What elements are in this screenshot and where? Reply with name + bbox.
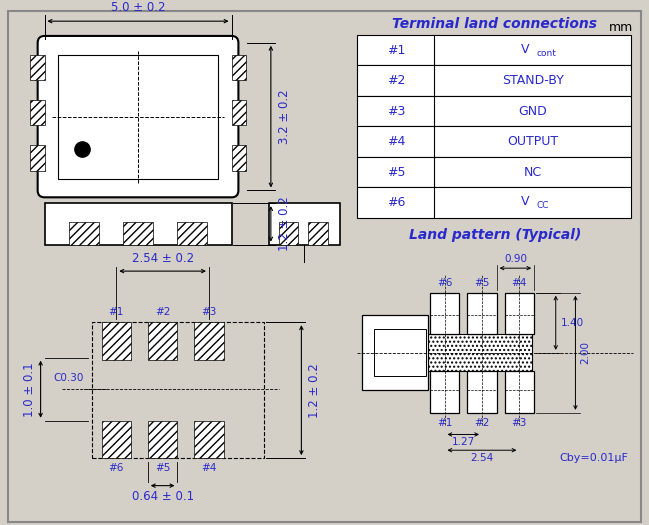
Bar bbox=[358, 157, 631, 187]
Text: 1.0 ± 0.1: 1.0 ± 0.1 bbox=[23, 362, 36, 416]
Bar bbox=[177, 222, 207, 245]
Bar bbox=[269, 203, 340, 245]
Text: #3: #3 bbox=[201, 307, 217, 318]
Text: NC: NC bbox=[524, 166, 542, 179]
Bar bbox=[69, 222, 99, 245]
Text: CC: CC bbox=[537, 201, 549, 210]
Bar bbox=[467, 372, 496, 413]
Bar bbox=[430, 293, 459, 334]
Text: 1.2 ± 0.2: 1.2 ± 0.2 bbox=[278, 196, 291, 251]
Text: 2.54 ± 0.2: 2.54 ± 0.2 bbox=[132, 252, 193, 265]
Text: cont: cont bbox=[537, 49, 556, 58]
Text: #4: #4 bbox=[511, 278, 527, 288]
Text: Land pattern (Typical): Land pattern (Typical) bbox=[409, 228, 582, 242]
FancyBboxPatch shape bbox=[38, 36, 238, 197]
Bar bbox=[232, 145, 246, 171]
Bar bbox=[504, 372, 534, 413]
Text: #4: #4 bbox=[201, 463, 217, 473]
Bar bbox=[358, 187, 631, 218]
Bar bbox=[148, 322, 177, 360]
Text: #5: #5 bbox=[474, 278, 489, 288]
Text: #2: #2 bbox=[474, 418, 489, 428]
Bar bbox=[148, 421, 177, 458]
Text: OUTPUT: OUTPUT bbox=[507, 135, 558, 148]
Text: 3.2 ± 0.2: 3.2 ± 0.2 bbox=[278, 89, 291, 144]
Bar bbox=[58, 55, 217, 178]
Bar bbox=[30, 100, 45, 125]
Bar bbox=[358, 35, 631, 66]
Text: #1: #1 bbox=[437, 418, 452, 428]
Bar bbox=[30, 145, 45, 171]
Bar bbox=[308, 222, 328, 245]
Text: Terminal land connections: Terminal land connections bbox=[392, 17, 596, 31]
Text: #1: #1 bbox=[108, 307, 124, 318]
Text: #1: #1 bbox=[387, 44, 405, 57]
Text: V: V bbox=[520, 195, 529, 208]
Bar bbox=[92, 322, 264, 458]
Bar bbox=[45, 203, 232, 245]
Bar bbox=[430, 372, 459, 413]
Bar bbox=[362, 316, 428, 390]
Bar bbox=[102, 421, 131, 458]
Text: #3: #3 bbox=[387, 104, 405, 118]
Text: #2: #2 bbox=[387, 74, 405, 87]
Bar bbox=[380, 334, 532, 372]
Text: STAND-BY: STAND-BY bbox=[502, 74, 563, 87]
Text: #6: #6 bbox=[108, 463, 124, 473]
Text: #5: #5 bbox=[387, 166, 405, 179]
Bar bbox=[278, 222, 299, 245]
Bar bbox=[232, 55, 246, 80]
Bar bbox=[123, 222, 153, 245]
Text: 1.27: 1.27 bbox=[452, 437, 475, 447]
Text: 5.0 ± 0.2: 5.0 ± 0.2 bbox=[111, 1, 165, 14]
Bar bbox=[358, 96, 631, 127]
Text: C0.30: C0.30 bbox=[53, 373, 84, 383]
Text: 0.90: 0.90 bbox=[504, 254, 527, 264]
Text: #6: #6 bbox=[437, 278, 452, 288]
Text: 2.00: 2.00 bbox=[580, 341, 591, 364]
Text: Cby=0.01μF: Cby=0.01μF bbox=[559, 453, 628, 463]
Bar bbox=[232, 100, 246, 125]
Text: 2.54: 2.54 bbox=[471, 453, 494, 463]
Text: #3: #3 bbox=[511, 418, 527, 428]
Text: mm: mm bbox=[609, 21, 633, 34]
Bar bbox=[374, 329, 426, 376]
Text: #6: #6 bbox=[387, 196, 405, 209]
Bar bbox=[194, 421, 224, 458]
Bar bbox=[358, 66, 631, 96]
Text: 0.64 ± 0.1: 0.64 ± 0.1 bbox=[132, 490, 193, 502]
Text: V: V bbox=[520, 43, 529, 56]
Bar bbox=[102, 322, 131, 360]
Text: GND: GND bbox=[519, 104, 547, 118]
Text: #5: #5 bbox=[155, 463, 170, 473]
Text: 1.40: 1.40 bbox=[561, 318, 584, 328]
Text: 1.2 ± 0.2: 1.2 ± 0.2 bbox=[308, 363, 321, 417]
Bar bbox=[504, 293, 534, 334]
Bar bbox=[358, 127, 631, 157]
Bar bbox=[467, 293, 496, 334]
Bar bbox=[30, 55, 45, 80]
Bar bbox=[194, 322, 224, 360]
Text: #4: #4 bbox=[387, 135, 405, 148]
Text: #2: #2 bbox=[155, 307, 170, 318]
